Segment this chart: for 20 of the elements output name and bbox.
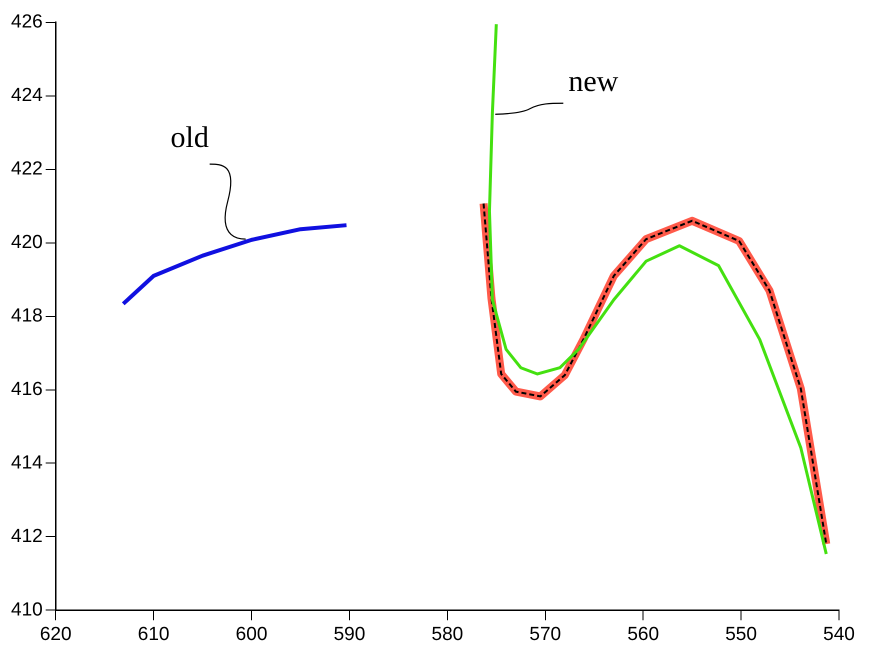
x-tick-label: 560 <box>627 624 660 645</box>
y-tick-label: 422 <box>11 158 43 180</box>
x-tick-label: 600 <box>236 624 268 645</box>
y-tick-label: 418 <box>11 306 43 327</box>
y-tick-label: 420 <box>11 232 43 254</box>
annotation: old <box>170 121 209 154</box>
y-tick-label: 414 <box>11 452 44 474</box>
x-tick-label: 610 <box>138 624 170 645</box>
x-tick-label: 580 <box>432 624 464 645</box>
y-tick-label: 412 <box>11 526 43 547</box>
y-tick-label: 416 <box>11 379 43 400</box>
annotation: new <box>568 65 619 98</box>
x-tick-label: 590 <box>334 624 366 645</box>
x-tick-label: 620 <box>40 624 72 645</box>
x-tick-label: 540 <box>823 624 855 645</box>
x-tick-label: 570 <box>529 624 562 645</box>
y-tick-label: 410 <box>11 599 43 620</box>
y-tick-label: 424 <box>11 85 44 106</box>
y-tick-label: 426 <box>11 12 43 33</box>
x-tick-label: 550 <box>725 624 757 645</box>
